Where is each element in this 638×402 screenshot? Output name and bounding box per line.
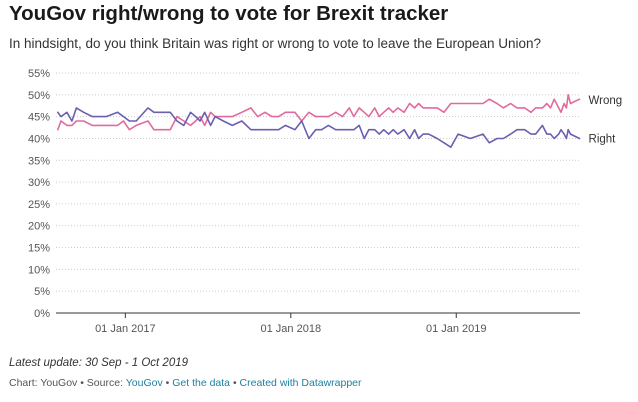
chart-subtitle: In hindsight, do you think Britain was r…	[9, 36, 542, 51]
y-tick-label: 5%	[34, 286, 50, 298]
x-tick-label: 01 Jan 2019	[426, 323, 487, 335]
series-line-wrong	[56, 94, 581, 131]
series-label-wrong: Wrong	[589, 95, 623, 107]
y-tick-label: 30%	[28, 177, 50, 189]
credits-prefix: Chart: YouGov • Source:	[9, 377, 126, 389]
y-axis: 0% 5% 10% 15% 20% 25% 30% 35% 40% 45% 50% 55%	[28, 68, 50, 320]
y-tick-label: 45%	[28, 112, 50, 124]
line-chart: 0% 5% 10% 15% 20% 25% 30% 35% 40% 45% 50% 55% 01 Ja…	[28, 68, 623, 335]
series-label-right: Right	[589, 133, 617, 145]
series-lines	[56, 94, 581, 148]
credits-separator: •	[230, 377, 240, 389]
source-credits: Chart: YouGov • Source: YouGov • Get the…	[9, 377, 362, 389]
datawrapper-link[interactable]: Created with Datawrapper	[239, 377, 362, 389]
x-tick-label: 01 Jan 2018	[261, 323, 322, 335]
series-labels: Wrong Right	[589, 95, 623, 145]
credits-separator: •	[162, 377, 173, 389]
y-tick-label: 50%	[28, 90, 50, 102]
series-line-right	[56, 107, 581, 148]
y-tick-label: 15%	[28, 243, 50, 255]
y-tick-label: 0%	[34, 308, 50, 320]
y-tick-label: 10%	[28, 264, 50, 276]
y-tick-label: 25%	[28, 199, 50, 211]
x-axis: 01 Jan 2017 01 Jan 2018 01 Jan 2019	[95, 313, 487, 335]
x-tick-label: 01 Jan 2017	[95, 323, 156, 335]
source-link[interactable]: YouGov	[125, 377, 163, 389]
gridlines	[56, 72, 580, 314]
y-tick-label: 55%	[28, 68, 50, 80]
y-tick-label: 20%	[28, 221, 50, 233]
get-data-link[interactable]: Get the data	[172, 377, 231, 389]
last-update-note: Latest update: 30 Sep - 1 Oct 2019	[9, 357, 189, 369]
y-tick-label: 35%	[28, 155, 50, 167]
chart-title: YouGov right/wrong to vote for Brexit tr…	[9, 2, 449, 25]
y-tick-label: 40%	[28, 133, 50, 145]
